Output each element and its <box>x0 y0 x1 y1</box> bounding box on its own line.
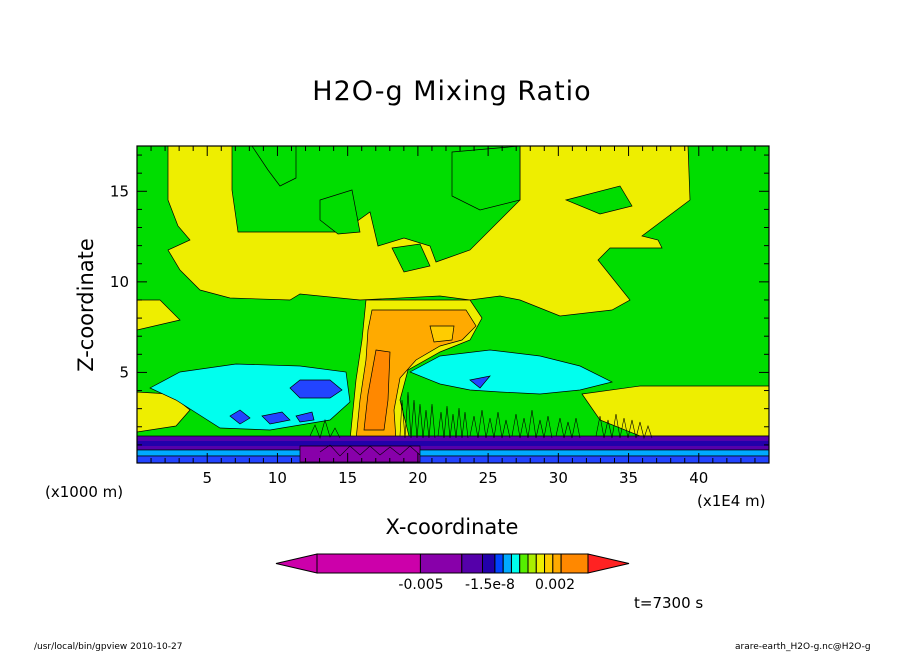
contour-field <box>137 146 769 463</box>
x-tick-label: 30 <box>549 469 568 487</box>
contour-noise <box>309 391 653 457</box>
x-tick-label: 10 <box>268 469 287 487</box>
x-tick-label: 20 <box>408 469 427 487</box>
lower-right-yellow <box>581 385 769 437</box>
x-axis-label: X-coordinate <box>385 515 519 539</box>
axis-tick-labels: 5 10 15 20 25 30 35 40 5 10 15 <box>110 182 708 487</box>
y-axis-label: Z-coordinate <box>74 238 98 372</box>
x-tick-label: 5 <box>202 469 212 487</box>
colorbar-swatch <box>461 553 483 574</box>
footer-left: /usr/local/bin/gpview 2010-10-27 <box>34 642 183 652</box>
axis-ticks <box>137 146 769 463</box>
colorbar-swatch <box>535 553 546 574</box>
colorbar-swatch <box>510 553 521 574</box>
colorbar-swatch <box>419 553 463 574</box>
chart-title: H2O-g Mixing Ratio <box>312 76 592 107</box>
time-label: t=7300 s <box>634 594 704 612</box>
colorbar-swatch <box>519 553 529 574</box>
colorbar-swatch <box>527 553 537 574</box>
y-tick-label: 10 <box>110 273 129 291</box>
colorbar-swatch <box>481 553 496 574</box>
y-tick-label: 15 <box>110 182 129 200</box>
colorbar-swatch <box>502 553 512 574</box>
blue-blob <box>289 379 343 399</box>
cyan-layer-right <box>409 349 614 395</box>
colorbar-swatch <box>560 553 589 574</box>
x-tick-label: 40 <box>689 469 708 487</box>
y-tick-label: 5 <box>119 363 129 381</box>
x-axis-unit: (x1E4 m) <box>697 492 766 510</box>
blue-blob <box>261 411 291 425</box>
colorbar-swatch <box>494 553 504 574</box>
colorbar-swatch <box>316 553 421 574</box>
x-tick-label: 15 <box>338 469 357 487</box>
colorbar-tick-label: -0.005 <box>398 577 444 593</box>
x-tick-label: 25 <box>479 469 498 487</box>
blue-blob <box>229 409 251 425</box>
colorbar-tick-label: -1.5e-8 <box>465 577 515 593</box>
colorbar-swatch <box>544 553 554 574</box>
colorbar <box>275 553 630 574</box>
colorbar-tick-label: 0.002 <box>534 577 576 593</box>
colorbar-arrow-right <box>587 553 630 574</box>
plot-frame <box>136 145 770 464</box>
colorbar-swatch <box>552 553 562 574</box>
left-yellow-patch <box>137 299 181 331</box>
blue-blob <box>295 411 315 423</box>
x-tick-label: 35 <box>619 469 638 487</box>
footer-right: arare-earth_H2O-g.nc@H2O-g <box>735 642 871 652</box>
upper-yellow-region <box>167 146 691 317</box>
blue-blob <box>469 375 491 389</box>
y-axis-unit: (x1000 m) <box>45 483 124 501</box>
colorbar-arrow-left <box>275 553 318 574</box>
